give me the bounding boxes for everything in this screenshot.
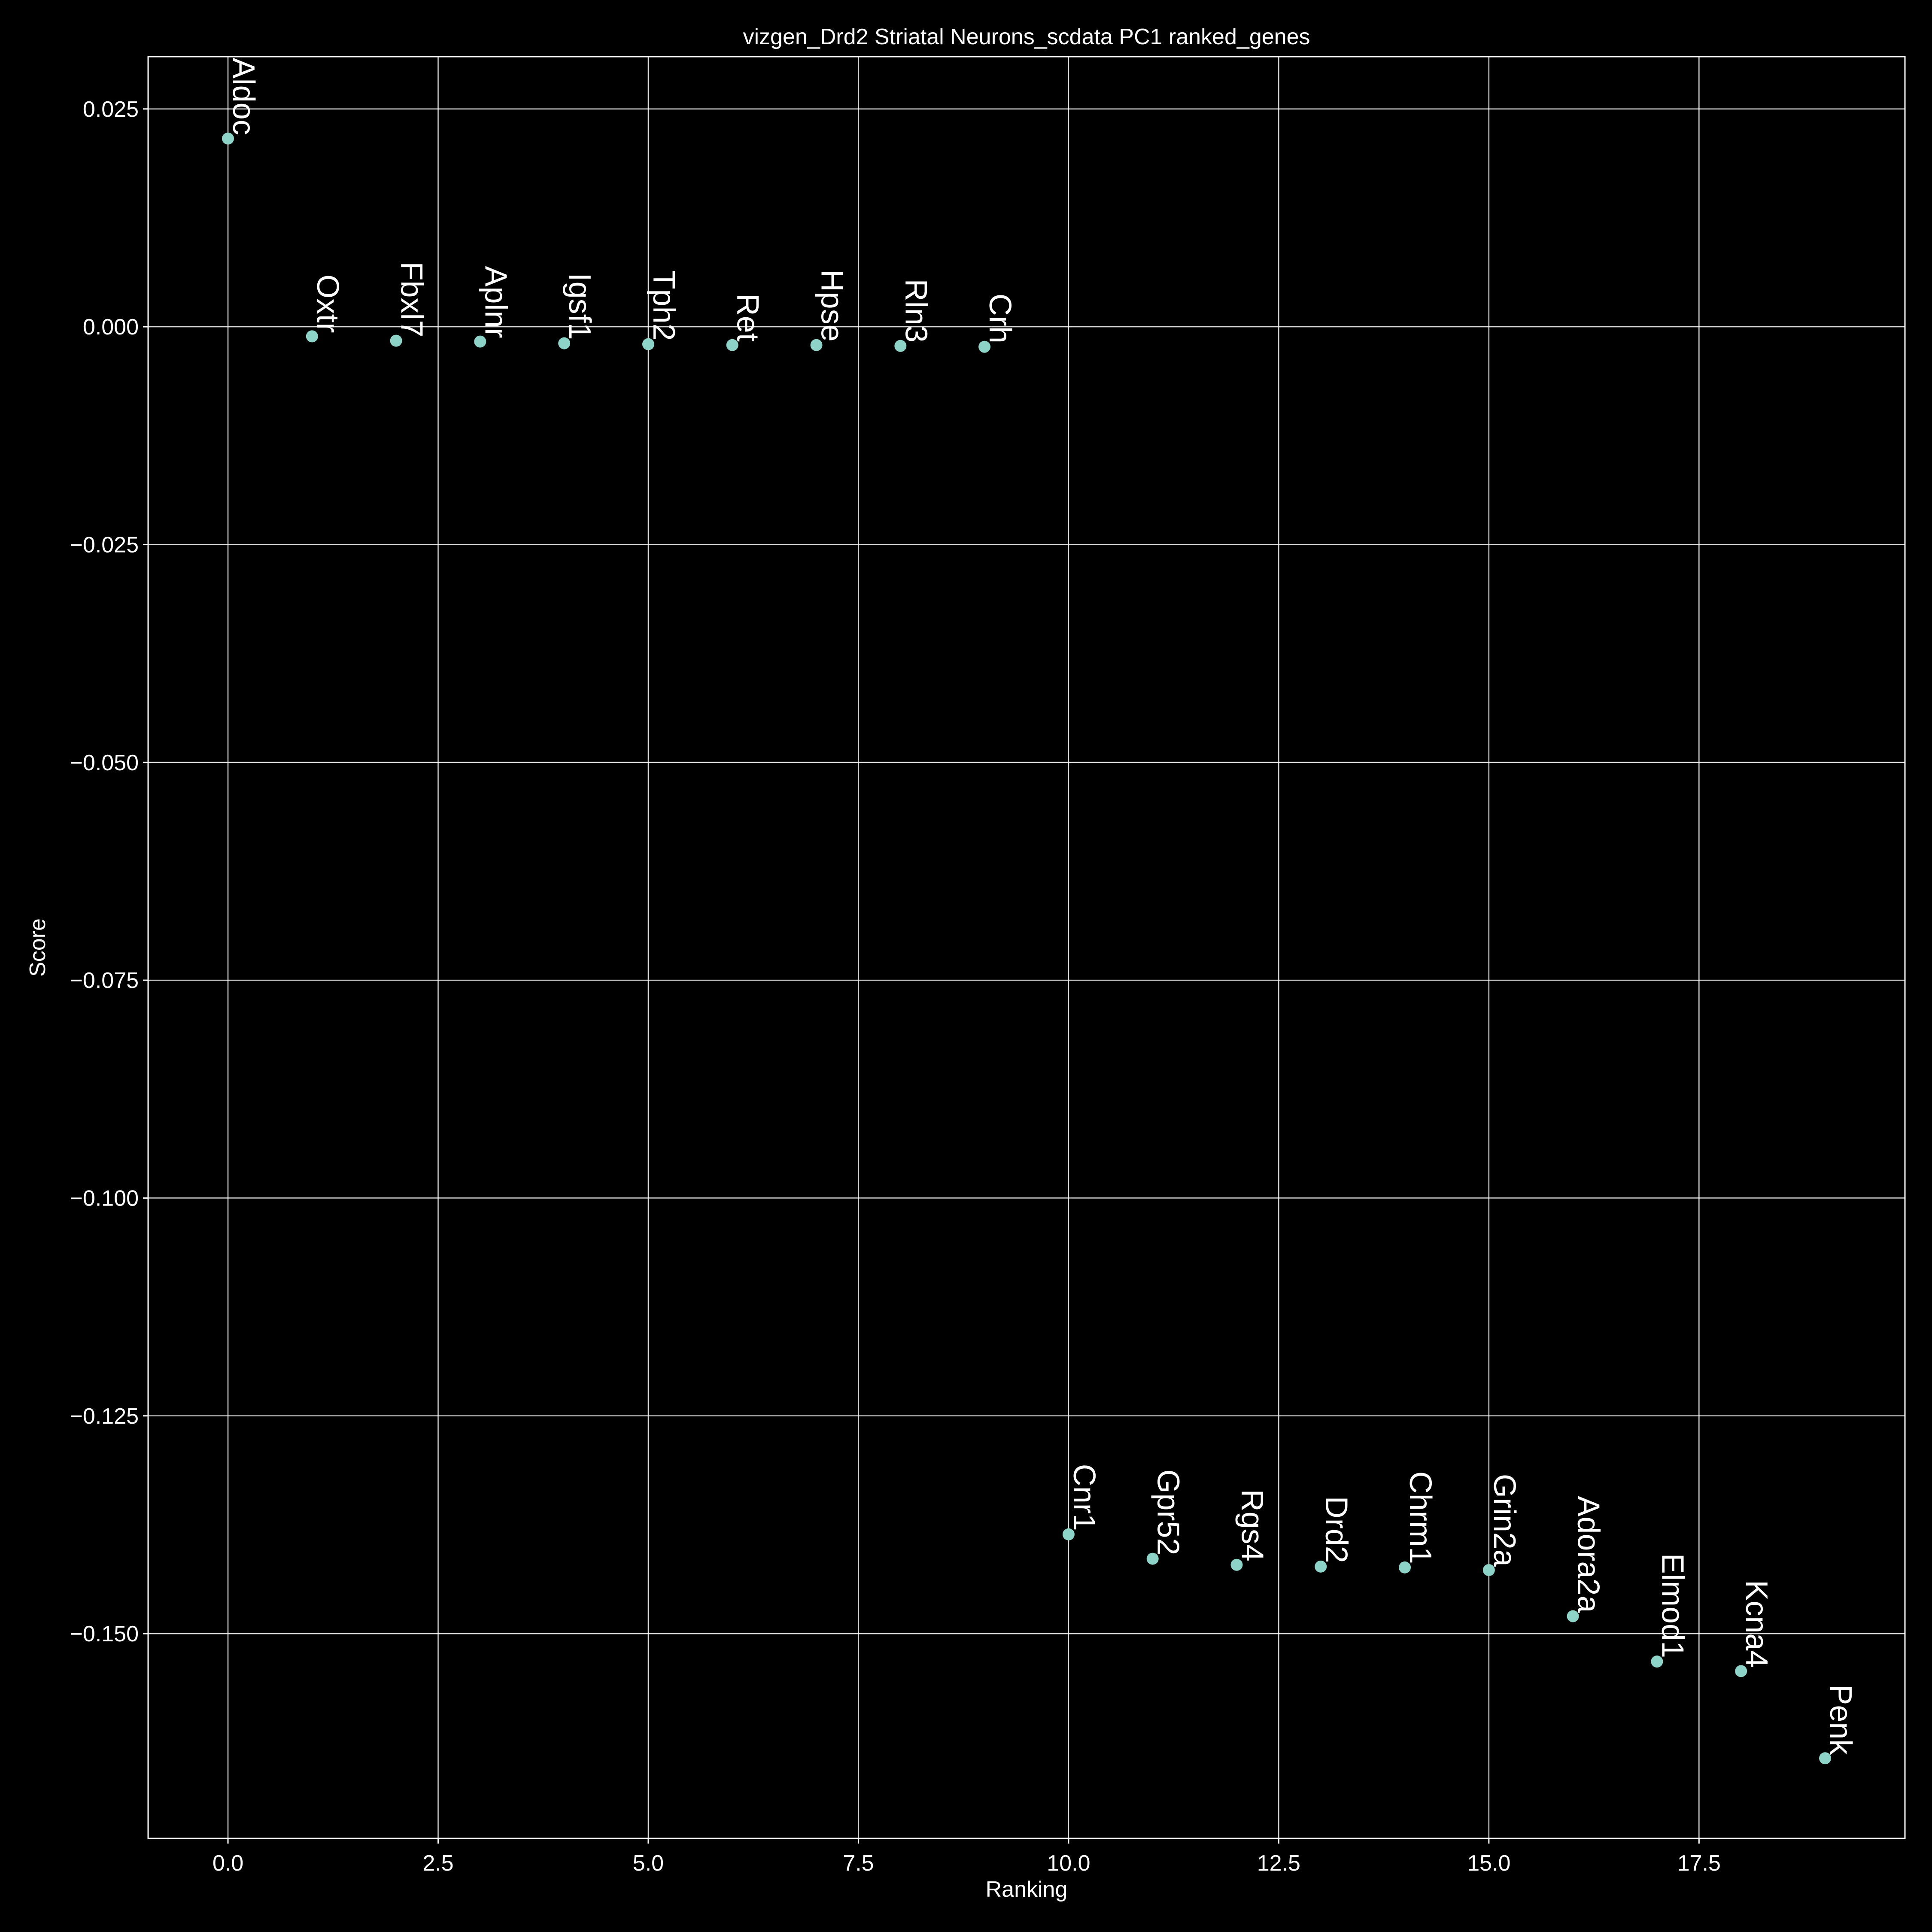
point-label-aldoc: Aldoc [226, 58, 261, 135]
point-label-rln3: Rln3 [899, 279, 933, 343]
point-label-aplnr: Aplnr [478, 266, 513, 338]
data-point-rgs4 [1230, 1558, 1243, 1571]
y-tick-label: −0.150 [70, 1622, 139, 1646]
x-tick-label: 15.0 [1467, 1851, 1510, 1876]
data-point-chrm1 [1399, 1561, 1411, 1574]
data-point-ret [726, 339, 738, 351]
x-axis-label: Ranking [986, 1877, 1068, 1902]
point-label-cnr1: Cnr1 [1067, 1464, 1101, 1531]
data-point-penk [1819, 1752, 1831, 1765]
data-point-igsf1 [558, 337, 571, 349]
x-tick-label: 0.0 [213, 1851, 243, 1876]
point-label-kcna4: Kcna4 [1739, 1580, 1774, 1668]
data-point-grin2a [1482, 1564, 1495, 1576]
chart-title: vizgen_Drd2 Striatal Neurons_scdata PC1 … [743, 24, 1310, 49]
x-tick-label: 7.5 [843, 1851, 874, 1876]
point-label-elmod1: Elmod1 [1655, 1553, 1689, 1658]
point-label-drd2: Drd2 [1319, 1496, 1353, 1563]
y-axis-label: Score [25, 918, 50, 977]
data-point-cnr1 [1062, 1528, 1075, 1540]
point-label-ret: Ret [731, 294, 765, 342]
data-point-oxtr [306, 330, 318, 343]
data-point-gpr52 [1146, 1552, 1159, 1565]
data-point-fbxl7 [390, 334, 402, 347]
point-label-hpse: Hpse [815, 270, 849, 342]
data-point-drd2 [1315, 1560, 1327, 1573]
point-label-oxtr: Oxtr [310, 274, 345, 333]
y-tick-label: −0.025 [70, 532, 139, 557]
data-point-elmod1 [1651, 1656, 1663, 1668]
axis-ticks: 0.0 2.5 5.0 7.5 10.0 12.5 15.0 17.5 0.025 0.000 −0… [70, 97, 1721, 1876]
x-tick-label: 17.5 [1677, 1851, 1721, 1876]
data-point-tph2 [642, 338, 654, 350]
point-label-gpr52: Gpr52 [1151, 1469, 1185, 1555]
point-label-crh: Crh [983, 294, 1017, 343]
point-label-grin2a: Grin2a [1487, 1474, 1522, 1567]
point-label-adora2a: Adora2a [1571, 1496, 1606, 1613]
y-tick-label: −0.125 [70, 1404, 139, 1429]
x-tick-label: 10.0 [1047, 1851, 1090, 1876]
y-tick-label: −0.075 [70, 968, 139, 993]
y-tick-label: 0.000 [83, 315, 139, 340]
point-label-rgs4: Rgs4 [1235, 1489, 1269, 1561]
plot-area-frame [147, 56, 1906, 1839]
data-point-aplnr [474, 335, 486, 348]
data-points [222, 132, 1831, 1765]
data-point-aldoc [222, 132, 234, 145]
data-point-adora2a [1567, 1610, 1579, 1622]
y-tick-label: 0.025 [83, 97, 139, 122]
point-labels: Aldoc Oxtr Fbxl7 Aplnr Igsf1 Tph2 Ret Hpse Rln3 C… [226, 58, 1858, 1756]
data-point-crh [978, 340, 991, 353]
point-label-igsf1: Igsf1 [562, 273, 597, 340]
y-tick-label: −0.050 [70, 750, 139, 775]
point-label-fbxl7: Fbxl7 [395, 262, 429, 337]
y-tick-label: −0.100 [70, 1186, 139, 1211]
grid-lines [148, 57, 1905, 1838]
data-point-rln3 [894, 340, 907, 352]
data-point-kcna4 [1735, 1665, 1747, 1677]
data-point-hpse [810, 339, 823, 351]
x-tick-label: 12.5 [1257, 1851, 1300, 1876]
point-label-chrm1: Chrm1 [1403, 1471, 1437, 1564]
x-tick-label: 2.5 [422, 1851, 453, 1876]
x-tick-label: 5.0 [633, 1851, 664, 1876]
point-label-penk: Penk [1823, 1684, 1858, 1755]
point-label-tph2: Tph2 [647, 270, 681, 341]
